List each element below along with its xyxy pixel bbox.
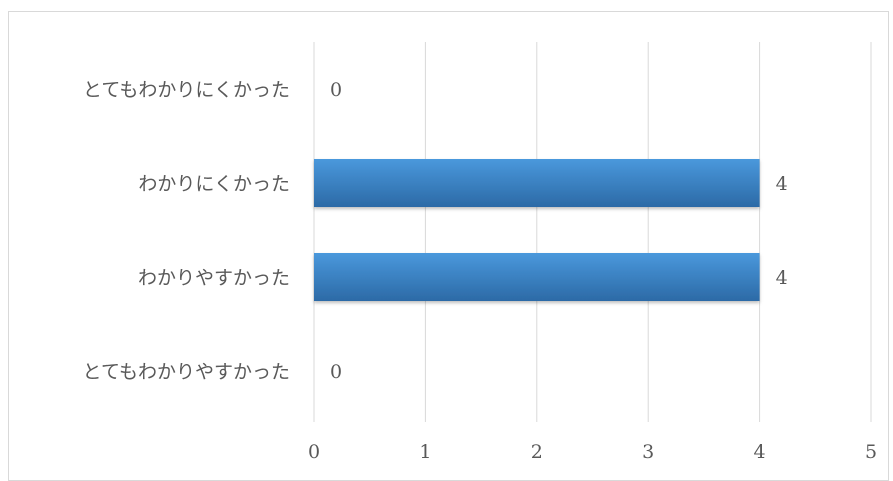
data-label: 0 [330, 79, 342, 101]
gridlines [313, 42, 872, 422]
x-tick-label: 2 [531, 441, 543, 463]
category-label: とてもわかりやすかった [83, 361, 290, 383]
data-label: 4 [776, 173, 788, 195]
bar [314, 253, 760, 301]
data-label: 0 [330, 361, 342, 383]
category-label: わかりにくかった [138, 173, 290, 195]
x-tick-label: 0 [308, 441, 320, 463]
data-label: 4 [776, 267, 788, 289]
chart-area [8, 11, 889, 481]
category-label: わかりやすかった [138, 267, 290, 289]
x-tick-label: 3 [642, 441, 654, 463]
bar [314, 159, 760, 207]
x-tick-label: 5 [865, 441, 877, 463]
x-tick-label: 4 [754, 441, 766, 463]
bars [314, 159, 760, 301]
x-axis-tick-labels: 0 1 2 3 4 5 [308, 441, 877, 463]
category-label: とてもわかりにくかった [83, 79, 290, 101]
data-labels: 0 4 4 0 [330, 79, 788, 383]
x-tick-label: 1 [419, 441, 431, 463]
